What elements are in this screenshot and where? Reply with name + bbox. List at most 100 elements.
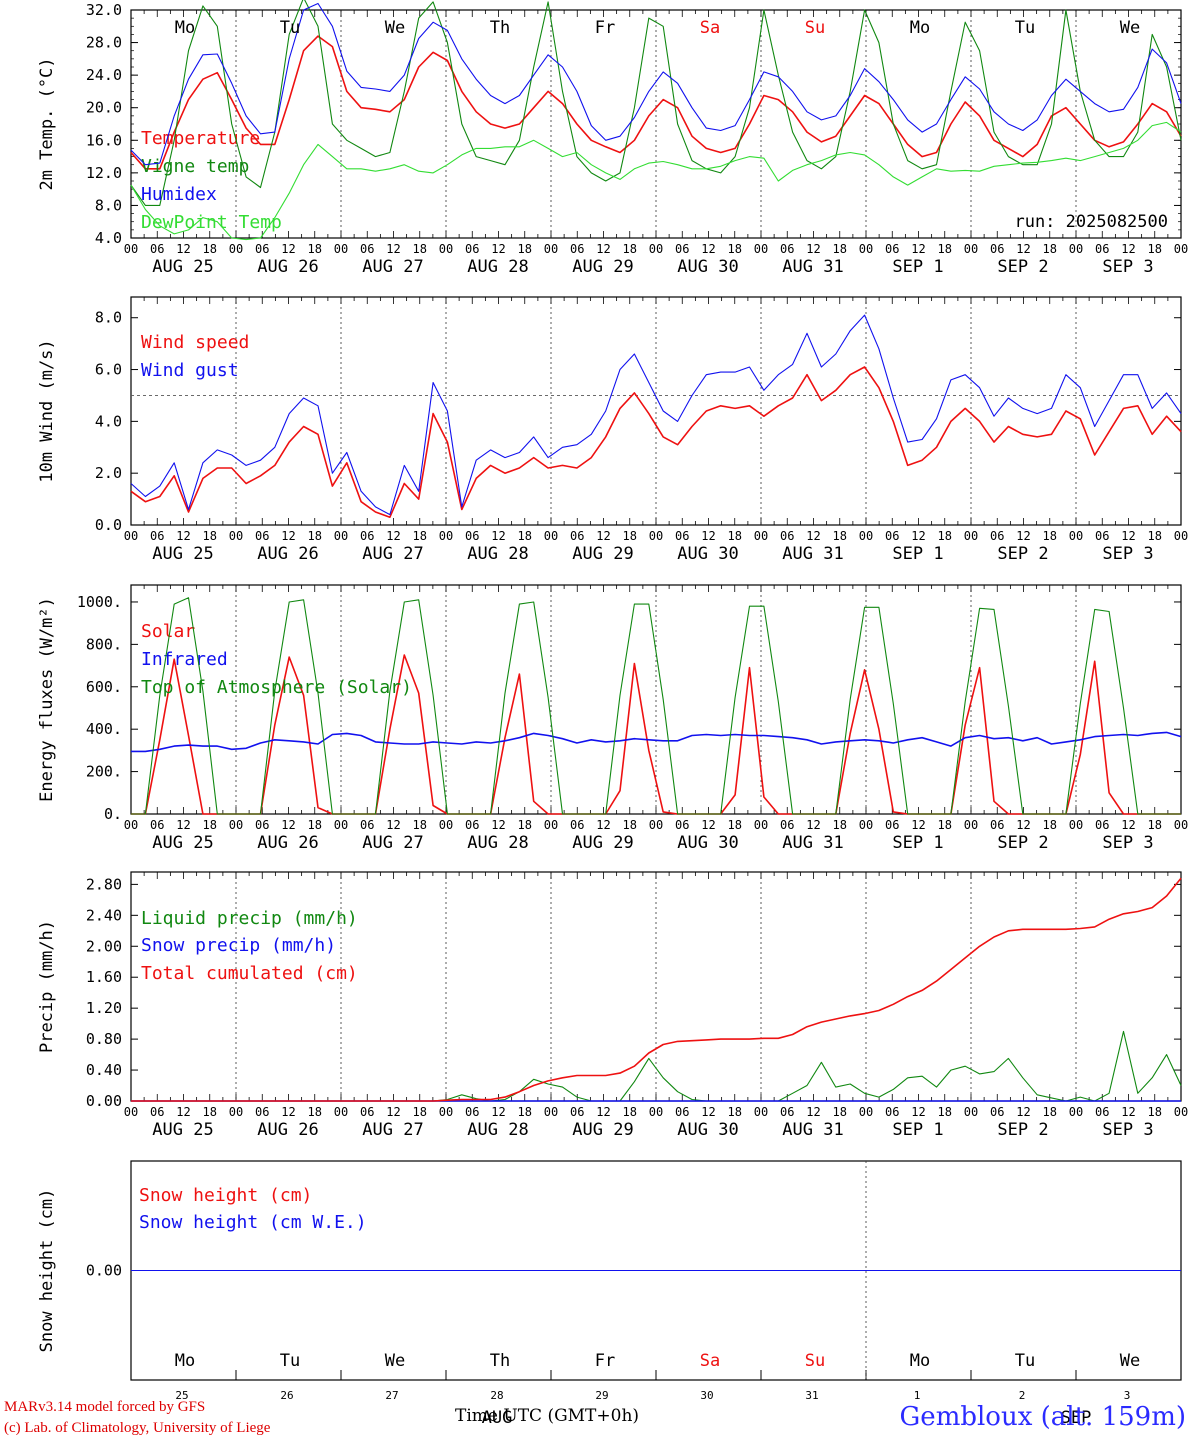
hour-tick-label: 00 — [439, 242, 453, 256]
y-axis-label: Snow height (cm) — [37, 1189, 57, 1353]
hour-tick-label: 00 — [859, 529, 873, 543]
hour-tick-label: 06 — [780, 529, 794, 543]
day-label: AUG 27 — [362, 257, 423, 277]
hour-tick-label: 12 — [1016, 242, 1030, 256]
hour-tick-label: 06 — [465, 242, 479, 256]
hour-tick-label: 06 — [990, 818, 1004, 832]
y-tick-label: 24.0 — [86, 66, 122, 84]
series-line — [130, 366, 1182, 519]
day-label: AUG 28 — [467, 833, 528, 853]
legend-entry: Temperature — [141, 128, 260, 149]
day-label: AUG 26 — [257, 257, 318, 277]
day-label: AUG 25 — [152, 544, 213, 564]
hour-tick-label: 06 — [1095, 242, 1109, 256]
hour-tick-label: 00 — [964, 818, 978, 832]
legend-entry: Top of Atmosphere (Solar) — [141, 677, 412, 698]
hour-tick-label: 06 — [570, 529, 584, 543]
hour-tick-label: 18 — [1148, 242, 1162, 256]
weekday-label: Su — [805, 1351, 825, 1371]
hour-tick-label: 18 — [518, 1105, 532, 1119]
series-line — [130, 121, 1182, 241]
hour-tick-label: 12 — [701, 1105, 715, 1119]
hour-tick-label: 18 — [1043, 1105, 1057, 1119]
hour-tick-label: 00 — [439, 818, 453, 832]
hour-tick-label: 06 — [885, 818, 899, 832]
hour-tick-label: 12 — [491, 1105, 505, 1119]
legend-entry: Wind speed — [141, 332, 249, 353]
hour-tick-label: 12 — [1016, 1105, 1030, 1119]
hour-tick-label: 18 — [833, 242, 847, 256]
hour-tick-label: 12 — [176, 1105, 190, 1119]
hour-tick-label: 18 — [1043, 242, 1057, 256]
hour-tick-label: 06 — [255, 818, 269, 832]
series-line — [131, 597, 1181, 815]
hour-tick-label: 12 — [1016, 818, 1030, 832]
series-line — [131, 654, 1181, 815]
hour-tick-label: 18 — [413, 818, 427, 832]
day-label: SEP 2 — [997, 544, 1048, 564]
day-number: 2 — [1019, 1389, 1026, 1402]
month-label: SEP — [1061, 1408, 1092, 1428]
hour-tick-label: 18 — [413, 242, 427, 256]
hour-tick-label: 06 — [675, 1105, 689, 1119]
hour-tick-label: 00 — [1069, 1105, 1083, 1119]
day-number: 25 — [175, 1389, 188, 1402]
day-label: SEP 1 — [892, 833, 943, 853]
day-label: AUG 31 — [782, 833, 843, 853]
hour-tick-label: 06 — [150, 242, 164, 256]
series-line — [131, 877, 1182, 1102]
model-credit: MARv3.14 model forced by GFS — [4, 1399, 206, 1415]
y-axis-label: 10m Wind (m/s) — [37, 339, 57, 482]
panel-frame — [130, 9, 1182, 239]
hour-tick-label: 00 — [859, 1105, 873, 1119]
hour-tick-label: 00 — [964, 1105, 978, 1119]
hour-tick-label: 12 — [911, 529, 925, 543]
hour-tick-label: 00 — [649, 1105, 663, 1119]
hour-tick-label: 00 — [229, 529, 243, 543]
day-label: AUG 31 — [782, 257, 843, 277]
hour-tick-label: 12 — [596, 1105, 610, 1119]
hour-tick-label: 00 — [124, 1105, 138, 1119]
day-label: AUG 30 — [677, 257, 738, 277]
day-label: SEP 2 — [997, 833, 1048, 853]
y-tick-label: 2.80 — [86, 875, 122, 893]
hour-tick-label: 18 — [728, 529, 742, 543]
run-label: run: 2025082500 — [1014, 212, 1168, 232]
hour-tick-label: 06 — [885, 529, 899, 543]
hour-tick-label: 12 — [1121, 242, 1135, 256]
series-line — [130, 314, 1182, 516]
hour-tick-label: 00 — [229, 1105, 243, 1119]
hour-tick-label: 06 — [570, 818, 584, 832]
hour-tick-label: 06 — [360, 529, 374, 543]
hour-tick-label: 18 — [308, 529, 322, 543]
y-tick-label: 16.0 — [86, 131, 122, 149]
legend-entry: Total cumulated (cm) — [141, 963, 358, 984]
hour-tick-label: 00 — [754, 242, 768, 256]
hour-tick-label: 18 — [203, 818, 217, 832]
panel-frame — [130, 871, 1182, 1102]
hour-tick-label: 00 — [649, 529, 663, 543]
weekday-label: Th — [490, 1351, 510, 1371]
day-number: 31 — [805, 1389, 818, 1402]
y-tick-label: 0. — [104, 805, 122, 823]
hour-tick-label: 18 — [413, 529, 427, 543]
hour-tick-label: 18 — [203, 242, 217, 256]
hour-tick-label: 12 — [806, 818, 820, 832]
hour-tick-label: 06 — [675, 818, 689, 832]
hour-tick-label: 00 — [334, 1105, 348, 1119]
series-line — [130, 2, 1182, 166]
hour-tick-label: 12 — [701, 242, 715, 256]
hour-tick-label: 06 — [570, 242, 584, 256]
hour-tick-label: 12 — [176, 242, 190, 256]
hour-tick-label: 06 — [360, 1105, 374, 1119]
panel-frame — [130, 296, 1182, 526]
hour-tick-label: 00 — [859, 242, 873, 256]
day-label: AUG 27 — [362, 544, 423, 564]
y-tick-label: 0.80 — [86, 1030, 122, 1048]
day-label: AUG 29 — [572, 833, 633, 853]
hour-tick-label: 18 — [308, 818, 322, 832]
hour-tick-label: 12 — [806, 529, 820, 543]
y-tick-label: 4.0 — [95, 412, 122, 430]
weekday-label: Su — [805, 18, 825, 38]
day-number: 1 — [914, 1389, 921, 1402]
